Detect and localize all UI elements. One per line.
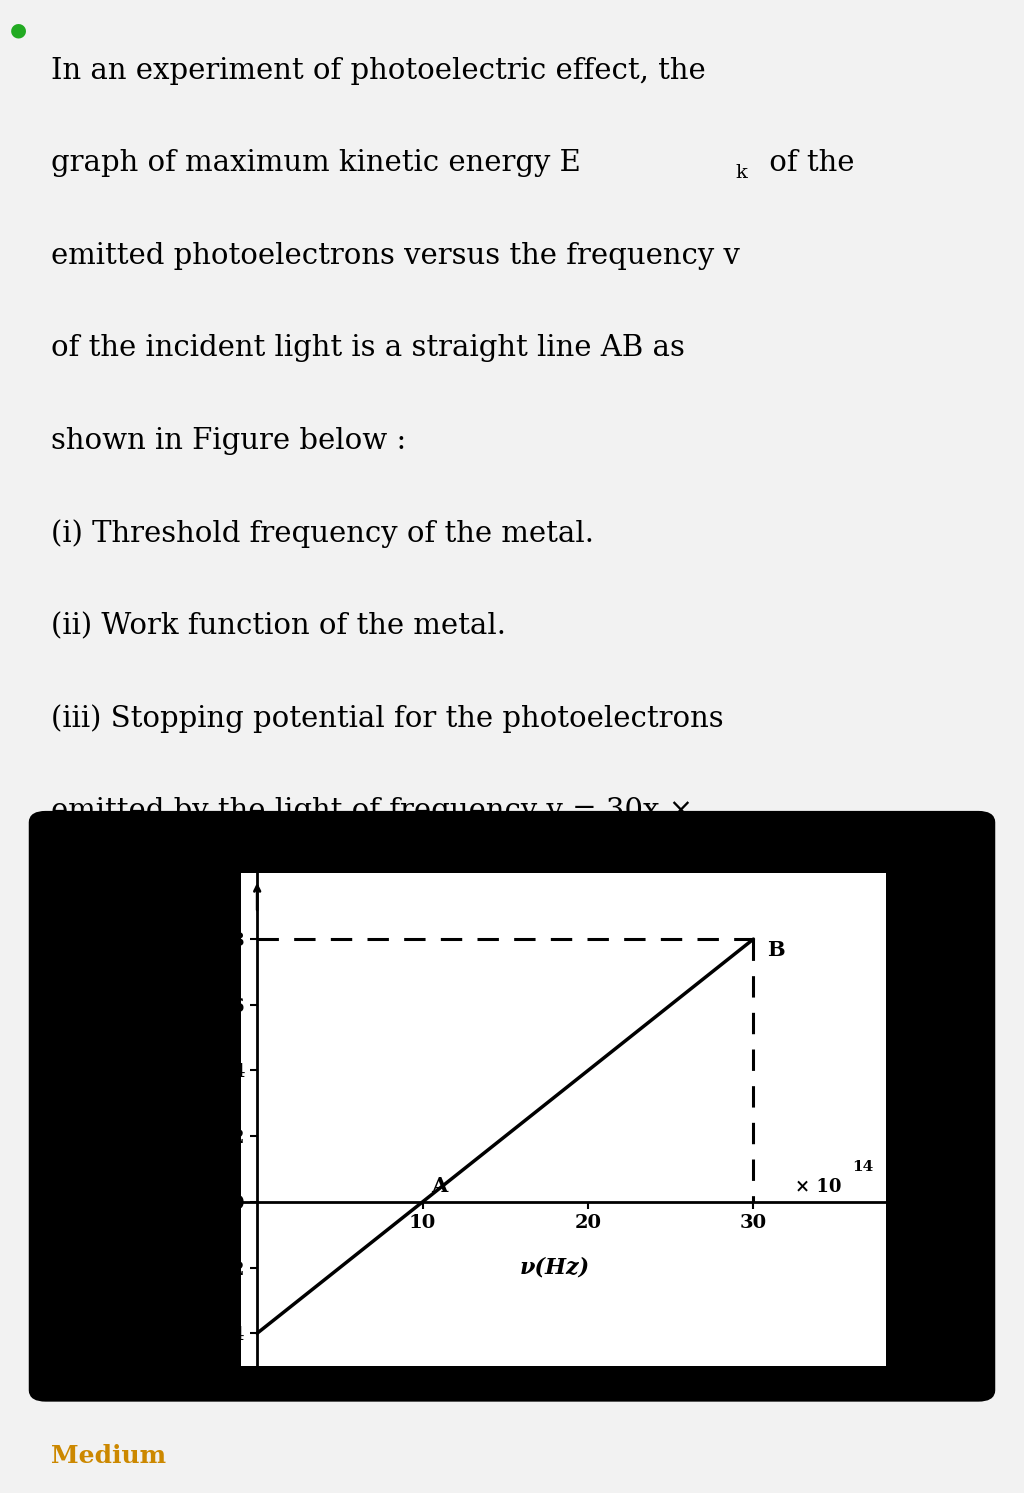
- Text: 10: 10: [51, 890, 88, 918]
- Text: (iii) Stopping potential for the photoelectrons: (iii) Stopping potential for the photoel…: [51, 705, 724, 733]
- Text: Hz.: Hz.: [152, 890, 202, 918]
- Text: emitted photoelectrons versus the frequency v: emitted photoelectrons versus the freque…: [51, 242, 740, 270]
- Text: In an experiment of photoelectric effect, the: In an experiment of photoelectric effect…: [51, 57, 706, 85]
- Text: graph of maximum kinetic energy E: graph of maximum kinetic energy E: [51, 149, 581, 178]
- Text: (i) Threshold frequency of the metal.: (i) Threshold frequency of the metal.: [51, 520, 594, 548]
- Text: ↑: ↑: [106, 979, 139, 1017]
- Text: K: K: [128, 1108, 144, 1127]
- FancyBboxPatch shape: [32, 814, 992, 1399]
- Text: A: A: [431, 1176, 447, 1196]
- Text: E: E: [87, 1088, 109, 1117]
- Text: 14: 14: [118, 872, 142, 890]
- Text: × 10: × 10: [795, 1178, 842, 1196]
- Text: ●: ●: [10, 21, 28, 40]
- Text: emitted by the light of frequency v = 30x ×: emitted by the light of frequency v = 30…: [51, 797, 693, 826]
- Text: ν(Hz): ν(Hz): [520, 1257, 590, 1278]
- Text: shown in Figure below :: shown in Figure below :: [51, 427, 407, 455]
- Text: Medium: Medium: [51, 1444, 166, 1468]
- Text: 14: 14: [853, 1160, 873, 1175]
- Text: k: k: [735, 164, 748, 182]
- Text: B: B: [767, 939, 784, 960]
- Text: (ev): (ev): [154, 1090, 208, 1115]
- Text: of the: of the: [760, 149, 854, 178]
- Text: (ii) Work function of the metal.: (ii) Work function of the metal.: [51, 612, 506, 640]
- Text: of the incident light is a straight line AB as: of the incident light is a straight line…: [51, 334, 685, 363]
